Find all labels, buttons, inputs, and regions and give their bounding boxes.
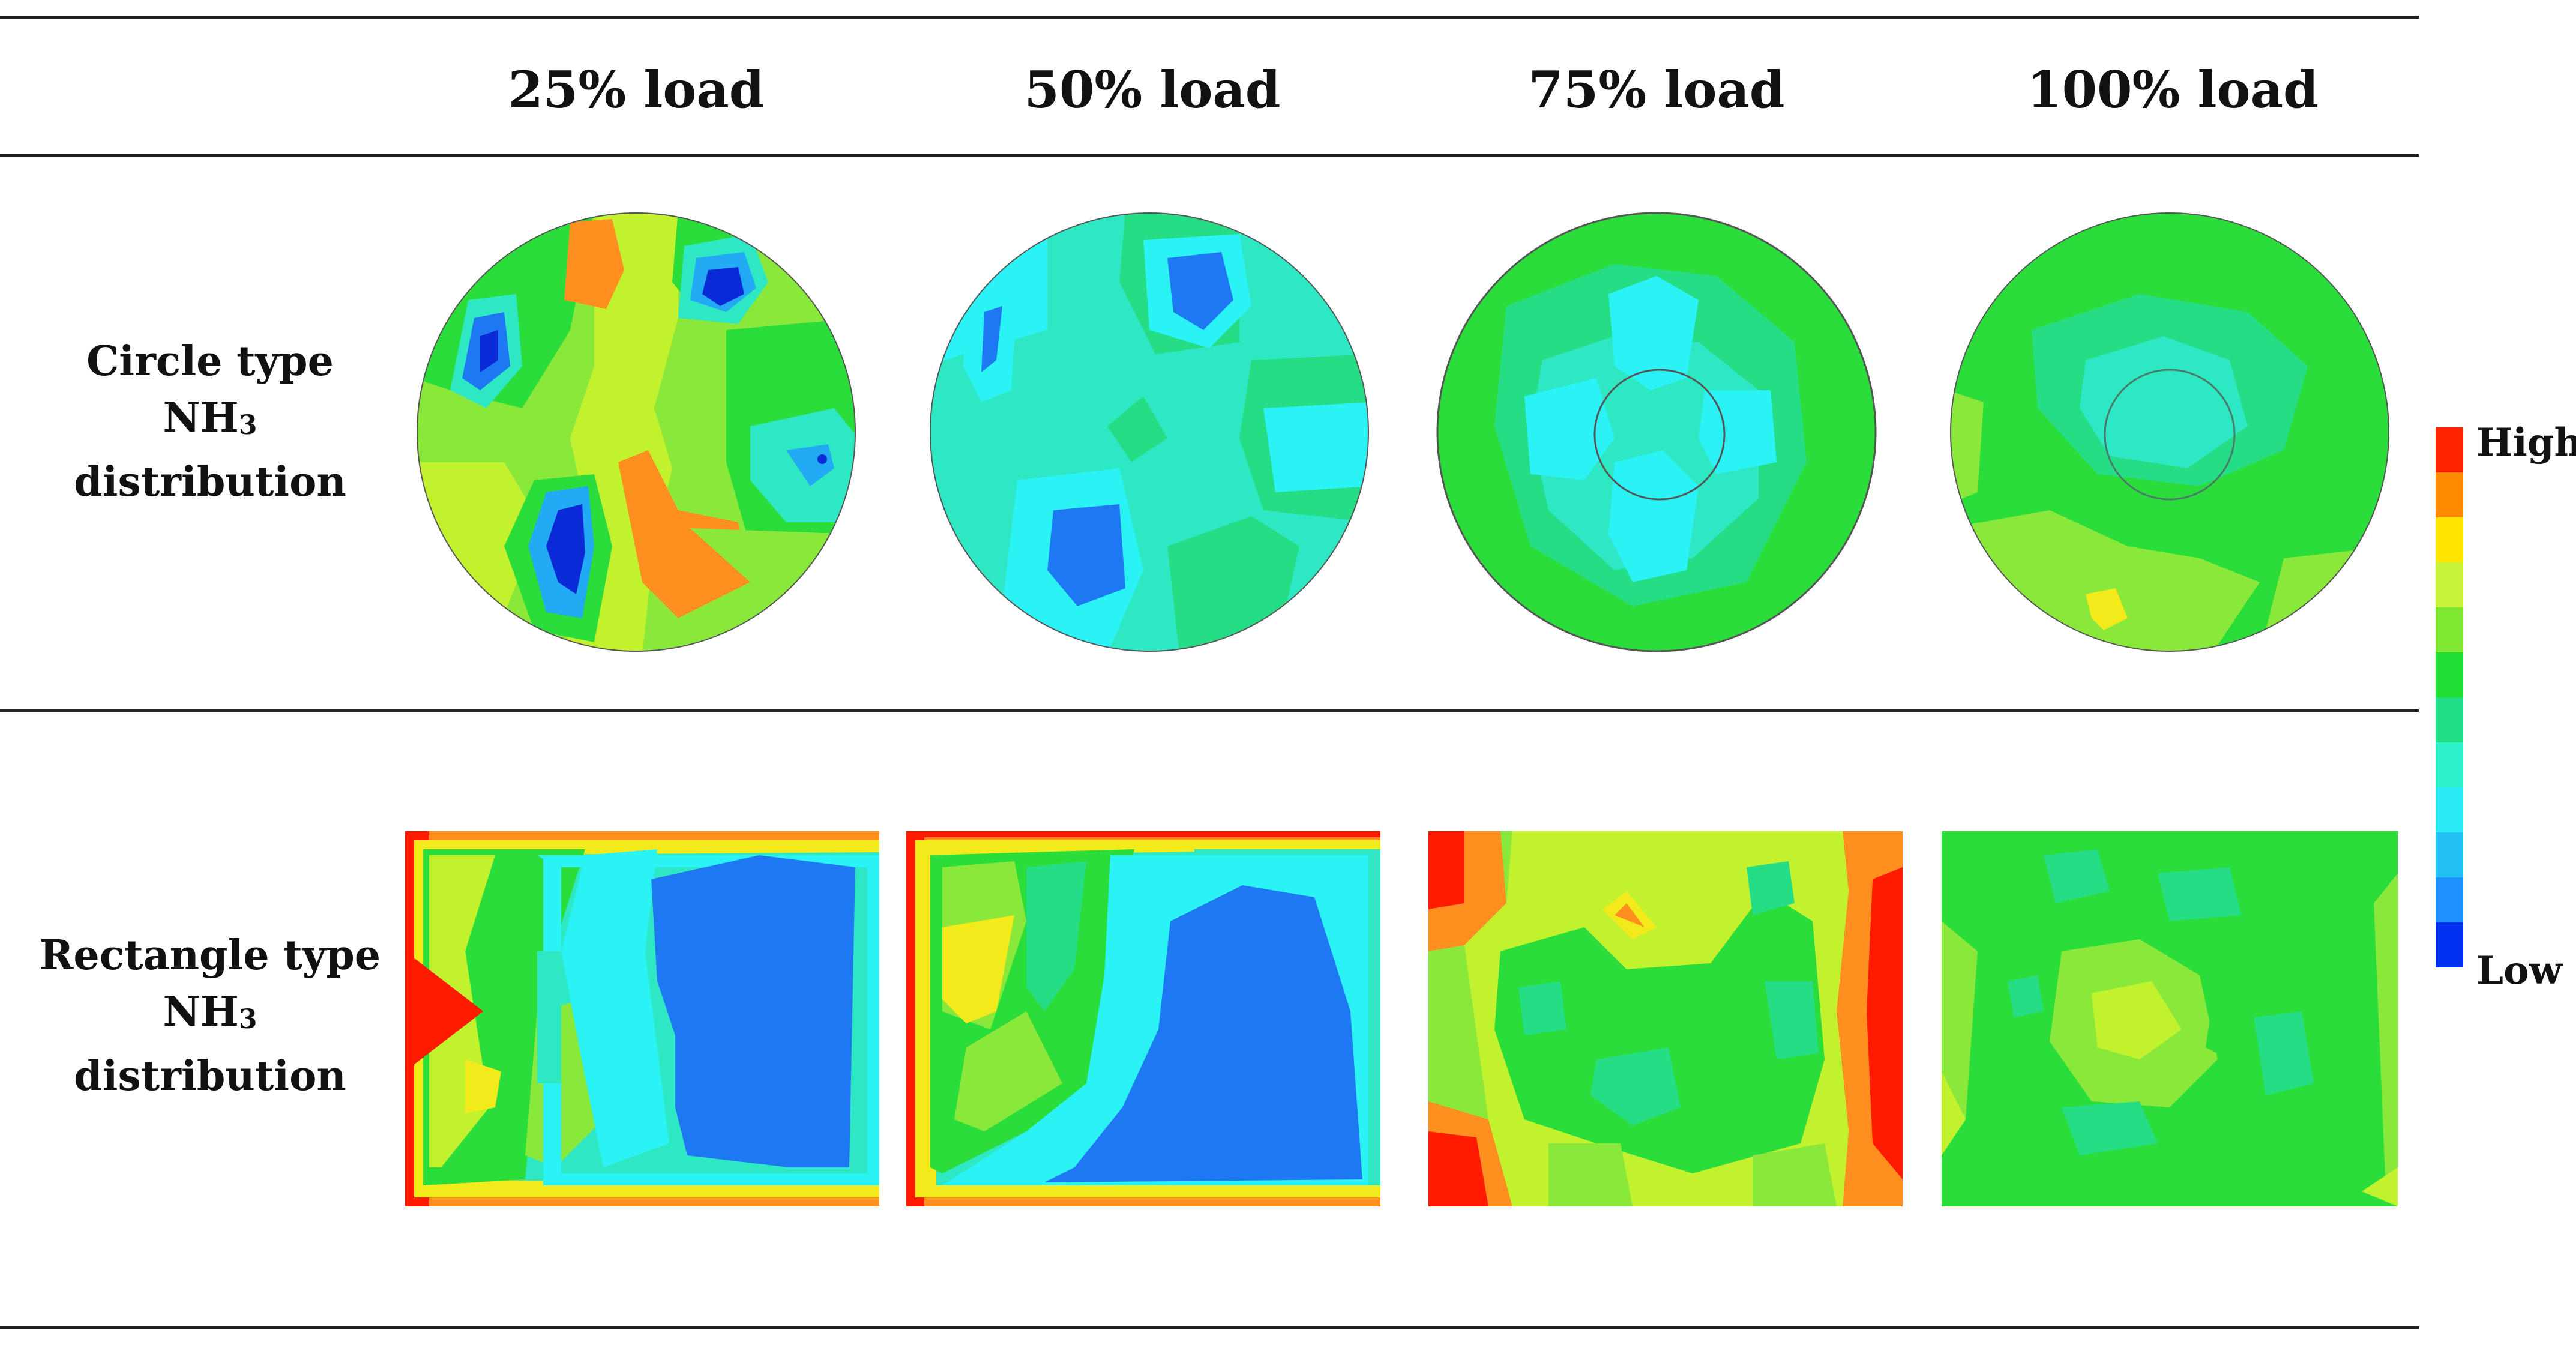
rectangle-75-contour: [1428, 831, 1903, 1206]
legend-swatch: [2436, 652, 2463, 697]
legend-swatch: [2436, 832, 2463, 877]
circle-25-contour: [417, 212, 856, 652]
circle-50-contour: [930, 212, 1369, 652]
column-header-100: 100% load: [2027, 60, 2319, 119]
row-label-line1: Circle type: [86, 337, 334, 385]
rectangle-100-contour: [1942, 831, 2398, 1206]
legend-color-bar: [2436, 427, 2463, 967]
legend-swatch: [2436, 607, 2463, 652]
legend-swatch: [2436, 787, 2463, 832]
legend-swatch: [2436, 742, 2463, 787]
column-header-25: 25% load: [508, 60, 765, 119]
legend-swatch: [2436, 472, 2463, 517]
row-label-circle: Circle type NH3 distribution: [18, 333, 402, 510]
circle-100-contour: [1950, 212, 2389, 652]
row-label-line1: Rectangle type: [39, 931, 381, 979]
table-bottom-rule: [0, 1326, 2419, 1329]
row-label-line2: NH3: [163, 394, 257, 442]
rectangle-25-contour: [405, 831, 879, 1206]
legend-swatch: [2436, 877, 2463, 922]
legend-swatch: [2436, 517, 2463, 562]
row-label-line2: NH3: [163, 988, 257, 1036]
header-rule: [0, 154, 2419, 157]
column-header-75: 75% load: [1528, 60, 1785, 119]
row-label-rectangle: Rectangle type NH3 distribution: [18, 927, 402, 1104]
circle-75-contour: [1436, 212, 1877, 652]
row-label-line3: distribution: [74, 458, 346, 506]
legend-low-label: Low: [2476, 948, 2562, 993]
legend-swatch: [2436, 562, 2463, 607]
column-header-50: 50% load: [1024, 60, 1281, 119]
row-divider-rule: [0, 709, 2419, 712]
legend-swatch: [2436, 922, 2463, 967]
legend-high-label: High: [2476, 420, 2576, 465]
table-top-rule: [0, 16, 2419, 19]
legend-swatch: [2436, 697, 2463, 742]
row-label-line3: distribution: [74, 1052, 346, 1100]
rectangle-50-contour: [906, 831, 1380, 1206]
legend-swatch: [2436, 427, 2463, 472]
